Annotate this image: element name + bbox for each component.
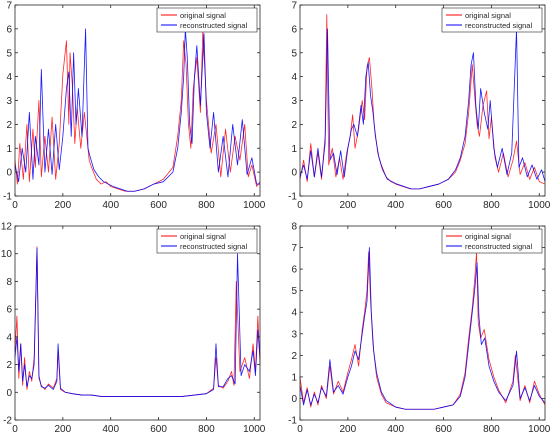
y-tick-label: 2 xyxy=(291,120,297,131)
legend-label: reconstructed signal xyxy=(465,21,532,30)
legend-box xyxy=(441,7,543,33)
series-line-reconstructed xyxy=(299,247,546,410)
series-line-original xyxy=(14,30,261,192)
y-tick-label: 4 xyxy=(6,72,12,83)
x-tick-label: 0 xyxy=(297,200,303,211)
y-tick-label: 0 xyxy=(291,394,297,405)
legend-label: original signal xyxy=(180,11,226,20)
plot-area xyxy=(15,226,260,420)
x-tick-label: 800 xyxy=(483,200,500,211)
axes-box xyxy=(299,225,546,421)
y-tick-label: 5 xyxy=(291,48,297,59)
legend-box xyxy=(441,228,543,254)
x-tick-label: 800 xyxy=(483,424,500,435)
y-tick-label: 3 xyxy=(6,96,12,107)
legend-label: original signal xyxy=(180,232,226,241)
x-tick-label: 600 xyxy=(435,424,452,435)
x-tick-label: 800 xyxy=(198,424,215,435)
y-tick-label: 1 xyxy=(6,144,12,155)
y-tick-label: 0 xyxy=(6,388,12,399)
x-tick-label: 200 xyxy=(55,200,72,211)
y-tick-label: 2 xyxy=(6,360,12,371)
y-tick-label: 6 xyxy=(6,305,12,316)
x-tick-label: 1000 xyxy=(528,200,550,211)
y-tick-label: -1 xyxy=(288,192,297,203)
x-tick-label: 200 xyxy=(340,424,357,435)
y-tick-label: 7 xyxy=(291,243,297,254)
y-tick-label: 0 xyxy=(291,168,297,179)
x-tick-label: 600 xyxy=(150,200,167,211)
y-tick-label: 3 xyxy=(291,329,297,340)
x-tick-label: 600 xyxy=(150,424,167,435)
y-tick-label: -1 xyxy=(288,416,297,427)
legend-box xyxy=(156,7,258,33)
x-tick-label: 1000 xyxy=(243,200,266,211)
legend-box xyxy=(156,228,258,254)
y-tick-label: -2 xyxy=(3,416,12,427)
x-tick-label: 400 xyxy=(102,424,119,435)
y-tick-label: 12 xyxy=(1,222,13,233)
series-line-reconstructed xyxy=(14,247,261,397)
x-tick-label: 0 xyxy=(12,200,18,211)
legend-label: reconstructed signal xyxy=(465,242,532,251)
y-tick-label: 3 xyxy=(291,96,297,107)
y-tick-label: 5 xyxy=(6,48,12,59)
x-tick-label: 200 xyxy=(340,200,357,211)
axes-box xyxy=(14,225,261,421)
x-tick-label: 400 xyxy=(387,200,404,211)
y-tick-label: -1 xyxy=(3,192,12,203)
y-tick-label: 7 xyxy=(291,1,297,12)
y-tick-label: 0 xyxy=(6,168,12,179)
y-tick-label: 5 xyxy=(291,286,297,297)
x-tick-label: 0 xyxy=(12,424,18,435)
y-tick-label: 10 xyxy=(1,249,13,260)
series-line-reconstructed xyxy=(14,28,260,192)
y-tick-label: 1 xyxy=(291,372,297,383)
x-tick-label: 1000 xyxy=(528,424,550,435)
legend-label: original signal xyxy=(465,11,511,20)
plot-area xyxy=(300,226,545,420)
x-tick-label: 800 xyxy=(198,200,215,211)
y-tick-label: 4 xyxy=(291,72,297,83)
y-tick-label: 7 xyxy=(6,1,12,12)
y-tick-label: 6 xyxy=(291,265,297,276)
x-tick-label: 400 xyxy=(102,200,119,211)
y-tick-label: 8 xyxy=(291,222,297,233)
y-tick-label: 6 xyxy=(6,24,12,35)
y-tick-label: 2 xyxy=(6,120,12,131)
x-tick-label: 600 xyxy=(435,200,452,211)
legend-label: original signal xyxy=(465,232,511,241)
legend-label: reconstructed signal xyxy=(180,21,247,30)
y-tick-label: 1 xyxy=(291,144,297,155)
legend-label: reconstructed signal xyxy=(180,242,247,251)
y-tick-label: 2 xyxy=(291,351,297,362)
x-tick-label: 0 xyxy=(297,424,303,435)
y-tick-label: 8 xyxy=(6,277,12,288)
x-tick-label: 200 xyxy=(55,424,72,435)
y-tick-label: 6 xyxy=(291,24,297,35)
series-line-reconstructed xyxy=(299,28,546,190)
y-tick-label: 4 xyxy=(6,332,12,343)
x-tick-label: 400 xyxy=(387,424,404,435)
y-tick-label: 4 xyxy=(291,308,297,319)
x-tick-label: 1000 xyxy=(243,424,266,435)
